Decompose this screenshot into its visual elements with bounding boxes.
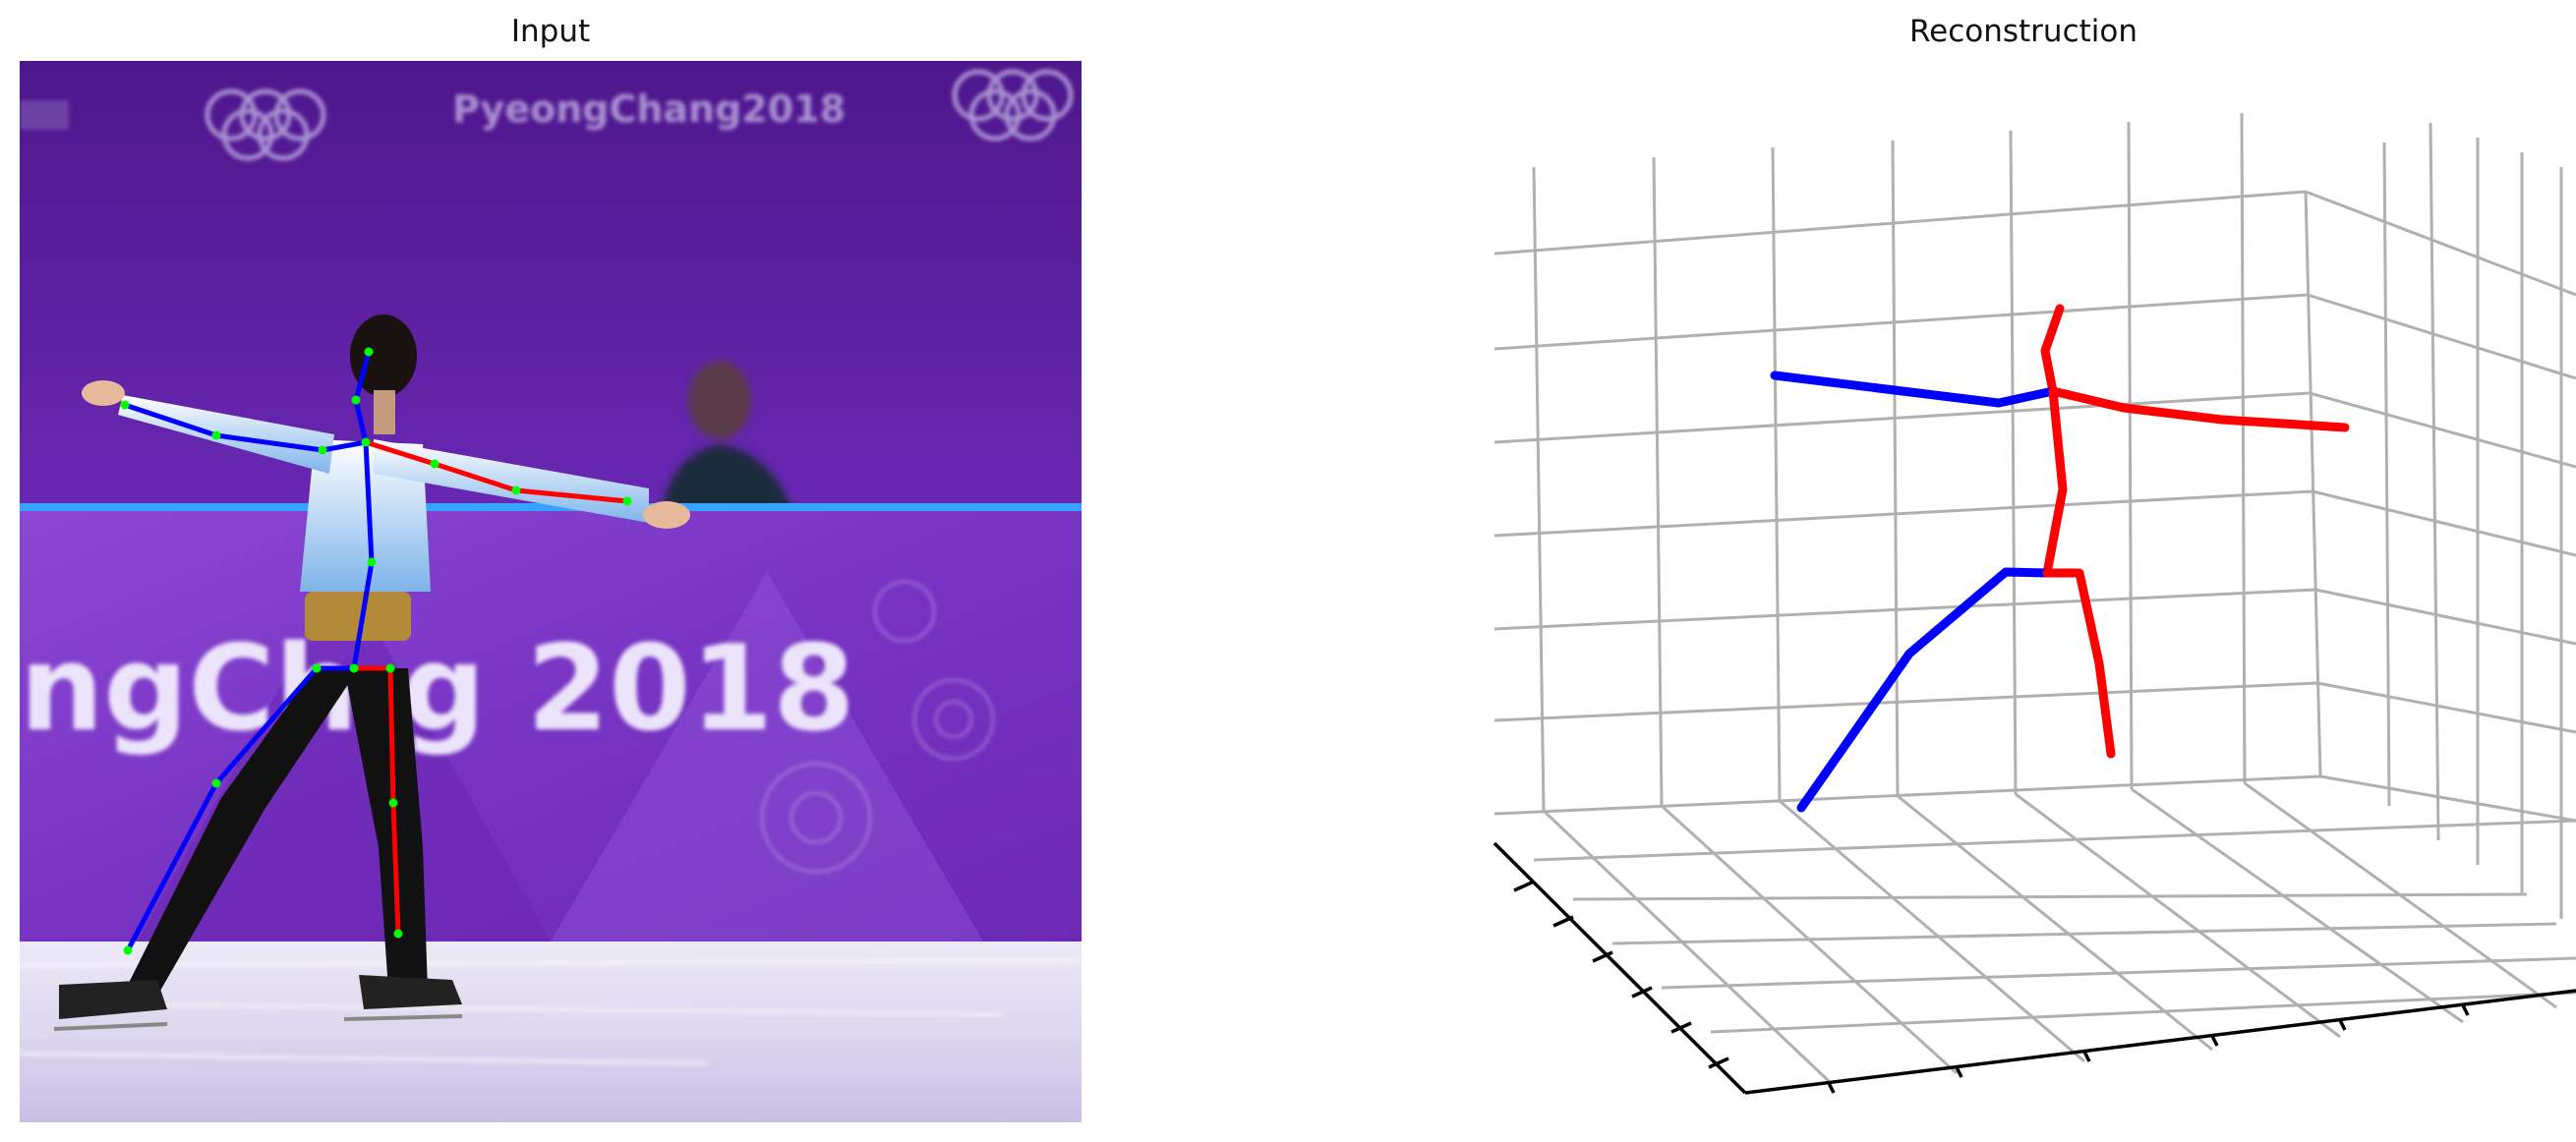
bone-spine-hip bbox=[351, 559, 375, 671]
olympic-rings-icon bbox=[952, 69, 1074, 142]
input-panel-title: Input bbox=[510, 14, 591, 49]
floor-grid bbox=[1533, 781, 2576, 1083]
bone3d-spine bbox=[2042, 386, 2068, 578]
bone-neck-thorax bbox=[353, 397, 369, 445]
bone-head-neck bbox=[353, 349, 372, 403]
plot-axes bbox=[1493, 841, 2576, 1095]
keypoint-left-shoulder bbox=[318, 445, 327, 455]
bone-right-upper-arm bbox=[432, 461, 519, 493]
keypoint-left-hip bbox=[312, 663, 322, 673]
keypoint-right-ankle bbox=[393, 929, 403, 939]
reconstruction-panel-title: Reconstruction bbox=[1908, 14, 2138, 49]
keypoint-left-elbow bbox=[211, 430, 221, 440]
keypoint-right-wrist bbox=[622, 496, 632, 506]
bone3d-left-arm bbox=[1770, 371, 2058, 408]
board-banner-year: g 2018 bbox=[401, 621, 855, 758]
top-banner: PyeongChang2018 bbox=[20, 69, 1074, 161]
keypoint-right-knee bbox=[388, 798, 398, 808]
keypoint-right-hip bbox=[385, 663, 395, 673]
bone-left-shin bbox=[125, 780, 219, 953]
keypoint-head bbox=[364, 347, 374, 357]
bone3d-head-neck bbox=[2040, 304, 2065, 396]
input-image-panel: PyeongChang2018 ngCh g 2018 bbox=[20, 61, 1082, 1122]
bone-right-thigh bbox=[387, 665, 396, 806]
bone-right-forearm bbox=[513, 487, 630, 504]
side-wall-grid bbox=[2305, 122, 2576, 919]
bone-right-shin bbox=[390, 800, 401, 937]
bone-spine bbox=[363, 439, 375, 565]
keypoint-skeleton-2d bbox=[122, 349, 630, 953]
keypoints-2d bbox=[120, 347, 632, 955]
bone3d-right-arm bbox=[2048, 386, 2350, 432]
bone-left-forearm bbox=[122, 402, 219, 438]
back-wall-grid bbox=[1493, 112, 2322, 816]
keypoint-left-knee bbox=[211, 778, 221, 788]
reconstruction-plot-panel bbox=[1475, 79, 2576, 1142]
keypoint-pelvis bbox=[349, 663, 359, 673]
arena-backdrop bbox=[20, 61, 1082, 523]
bone-right-shoulder bbox=[363, 439, 438, 467]
bone-left-upper-arm bbox=[213, 432, 325, 453]
keypoint-thorax bbox=[361, 437, 371, 447]
bone3d-left-leg bbox=[1796, 567, 2052, 813]
bone3d-right-leg bbox=[2042, 568, 2116, 759]
keypoint-spine bbox=[367, 557, 377, 567]
keypoint-left-wrist bbox=[120, 400, 130, 410]
keypoint-neck bbox=[351, 395, 361, 405]
top-banner-text: PyeongChang2018 bbox=[452, 87, 846, 131]
bone-left-thigh bbox=[213, 665, 320, 786]
keypoint-right-elbow bbox=[511, 485, 521, 495]
input-image: PyeongChang2018 ngCh g 2018 bbox=[20, 61, 1082, 1122]
olympic-rings-icon bbox=[205, 88, 326, 161]
skater bbox=[53, 314, 690, 1031]
board-rail bbox=[20, 503, 1082, 511]
keypoint-left-ankle bbox=[123, 945, 133, 955]
ice-surface bbox=[20, 942, 1082, 1122]
board-banner: ngCh g 2018 bbox=[20, 621, 855, 758]
keypoint-right-shoulder bbox=[430, 459, 439, 469]
axis-horizontal bbox=[1744, 989, 2576, 1095]
skeleton-3d bbox=[1770, 304, 2350, 813]
snowflake-decoration bbox=[760, 580, 995, 874]
bone-left-shoulder bbox=[320, 439, 369, 453]
axis-depth bbox=[1493, 841, 1747, 1095]
reconstruction-3d-plot bbox=[1493, 112, 2576, 1095]
